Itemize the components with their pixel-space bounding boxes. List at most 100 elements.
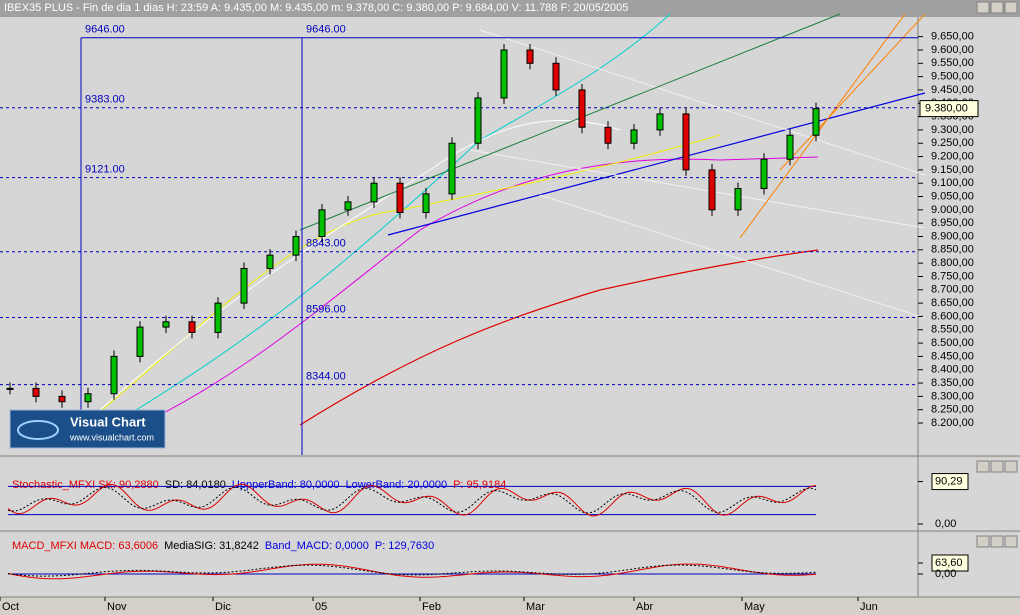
- y-tick-label: 63,60: [935, 557, 963, 569]
- y-tick-label: 9.600,00: [931, 44, 974, 56]
- indicator-legend: P: 129,7630: [375, 540, 434, 552]
- candle: [526, 49, 534, 64]
- level-label: 8596.00: [306, 303, 346, 315]
- x-tick-label: Jun: [860, 601, 878, 613]
- last-price-label: 9.380,00: [925, 103, 968, 115]
- y-tick-label: 8.400,00: [931, 364, 974, 376]
- candle: [708, 169, 716, 211]
- indicator-legend: SD: 84,0180: [165, 479, 226, 491]
- level-label: 8344.00: [306, 371, 346, 383]
- candle: [240, 267, 248, 304]
- x-tick-label: Abr: [636, 601, 653, 613]
- stochastic-panel: [0, 458, 1020, 531]
- candle: [370, 182, 378, 203]
- y-tick-label: 9.550,00: [931, 57, 974, 69]
- y-tick-label: 9.050,00: [931, 190, 974, 202]
- y-tick-label: 0,00: [935, 518, 956, 530]
- y-tick-label: 8.950,00: [931, 217, 974, 229]
- signal-line: [7, 564, 817, 577]
- y-tick-label: 9.000,00: [931, 204, 974, 216]
- indicator-legend: MACD_MFXI MACD: 63,6006: [12, 540, 158, 552]
- value-box: [931, 473, 969, 491]
- header-text: IBEX35 PLUS - Fin de dia 1 dias H: 23:59…: [4, 2, 628, 14]
- y-tick-label: 0,00: [935, 568, 956, 580]
- candle: [422, 193, 430, 214]
- level-label: 9383.00: [85, 94, 125, 106]
- y-tick-label: 8.850,00: [931, 244, 974, 256]
- value-box: [931, 554, 969, 572]
- candle: [32, 387, 40, 397]
- candle: [604, 126, 612, 144]
- indicator-legend: MediaSIG: 31,8242: [164, 540, 259, 552]
- candle: [786, 134, 794, 160]
- candle: [318, 209, 326, 237]
- candle: [84, 393, 92, 403]
- macd-panel: [0, 533, 1020, 597]
- candle: [6, 387, 14, 390]
- x-tick-label: May: [744, 601, 765, 613]
- studies: [89, 13, 926, 426]
- y-tick-label: 8.600,00: [931, 310, 974, 322]
- logo[interactable]: Visual Chart www.visualchart.com: [9, 409, 166, 449]
- candle: [734, 188, 742, 211]
- y-tick-label: 8.800,00: [931, 257, 974, 269]
- candle: [266, 254, 274, 269]
- y-tick-label: 8.550,00: [931, 324, 974, 336]
- x-tick-label: 05: [315, 601, 327, 613]
- x-tick-label: Dic: [215, 601, 231, 613]
- candle: [58, 395, 66, 403]
- y-tick-label: 9.250,00: [931, 137, 974, 149]
- y-tick-label: 9.200,00: [931, 150, 974, 162]
- header-bar: [0, 0, 1020, 17]
- candle: [292, 236, 300, 256]
- x-tick-label: Oct: [2, 601, 19, 613]
- indicator-line: [7, 563, 817, 580]
- y-tick-label: 8.200,00: [931, 417, 974, 429]
- y-tick-label: 8.750,00: [931, 270, 974, 282]
- y-tick-label: 9.150,00: [931, 164, 974, 176]
- candle: [214, 302, 222, 333]
- candle: [578, 89, 586, 128]
- y-tick-label: 8.250,00: [931, 404, 974, 416]
- level-label: 9121.00: [85, 164, 125, 176]
- level-label: 9646.00: [85, 24, 125, 36]
- candle: [812, 108, 820, 136]
- candle: [500, 49, 508, 99]
- candle: [188, 321, 196, 333]
- y-tick-label: 9.650,00: [931, 31, 974, 43]
- y-tick-label: 90,29: [935, 475, 963, 487]
- window-buttons[interactable]: [976, 1, 1018, 548]
- indicator-legend: Stochastic_MFXI SK: 90,2880: [12, 479, 159, 491]
- x-tick-label: Feb: [422, 601, 441, 613]
- logo-title: Visual Chart: [70, 414, 146, 429]
- y-tick-label: 8.700,00: [931, 284, 974, 296]
- y-tick-label: 9.500,00: [931, 71, 974, 83]
- last-price-box: [919, 100, 979, 118]
- indicator-legend: P: 95,9184: [453, 479, 506, 491]
- x-tick-label: Mar: [526, 601, 545, 613]
- candle: [474, 97, 482, 144]
- indicator-legend: Band_MACD: 0,0000: [265, 540, 369, 552]
- level-label: 8843.00: [306, 238, 346, 250]
- y-tick-label: 8.300,00: [931, 390, 974, 402]
- x-tick-label: Nov: [107, 601, 127, 613]
- candle: [448, 142, 456, 195]
- candle: [136, 326, 144, 357]
- y-tick-label: 9.300,00: [931, 124, 974, 136]
- y-tick-label: 8.900,00: [931, 230, 974, 242]
- candle: [552, 62, 560, 91]
- candle: [760, 158, 768, 190]
- candle: [396, 182, 404, 214]
- indicator-legend: UppperBand: 80,0000: [232, 479, 340, 491]
- candle: [344, 201, 352, 211]
- candle: [110, 355, 118, 395]
- logo-url: www.visualchart.com: [69, 432, 154, 442]
- y-tick-label: 8.350,00: [931, 377, 974, 389]
- y-tick-label: 8.500,00: [931, 337, 974, 349]
- indicator-legend: LowerBand: 20,0000: [346, 479, 448, 491]
- candle: [682, 113, 690, 171]
- level-label: 9646.00: [306, 24, 346, 36]
- y-tick-label: 9.100,00: [931, 177, 974, 189]
